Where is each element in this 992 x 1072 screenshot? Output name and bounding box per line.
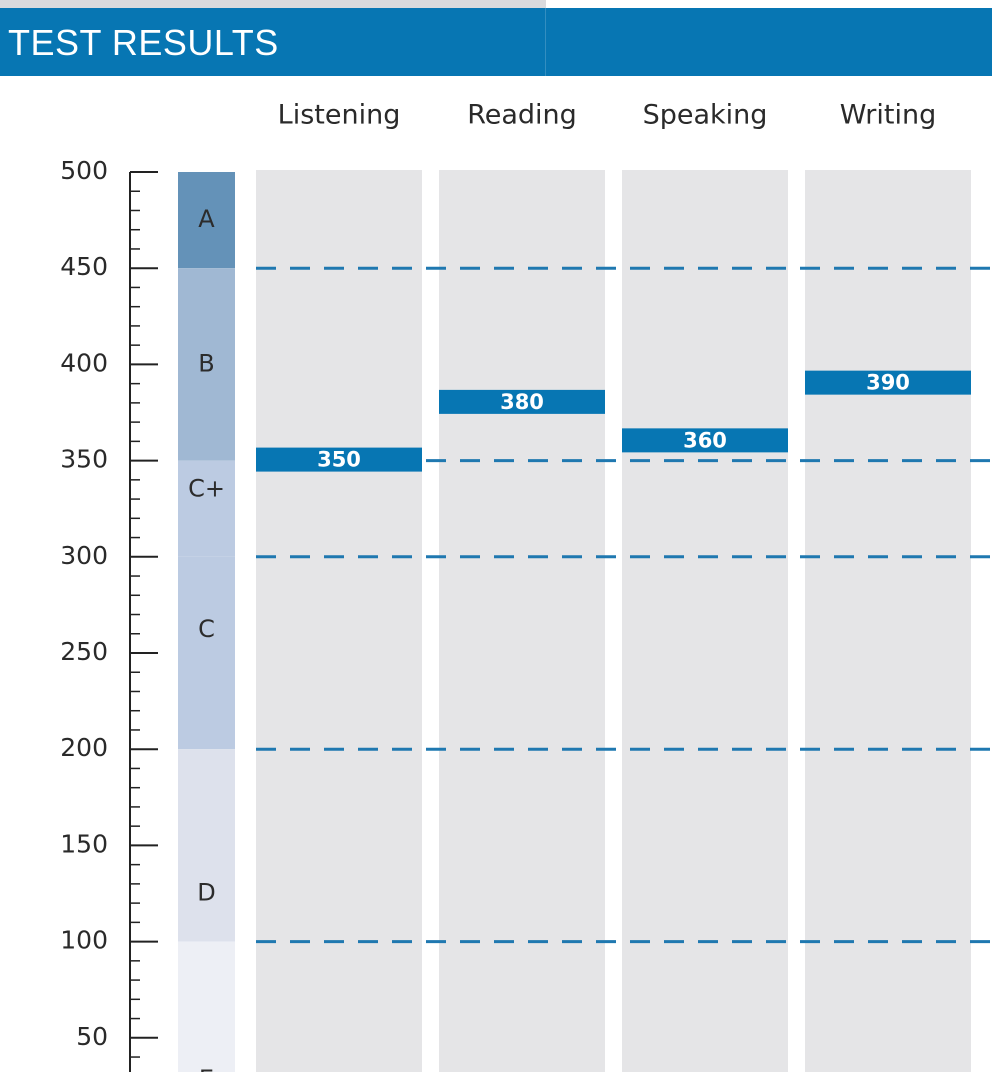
header-bar: TEST RESULTS [0, 8, 992, 76]
grade-band-a [178, 172, 235, 269]
score-label-reading: 380 [500, 390, 544, 414]
grade-band-d [178, 749, 235, 942]
column-bg-speaking [622, 170, 788, 1072]
column-bg-reading [439, 170, 605, 1072]
column-header-listening: Listening [278, 100, 401, 131]
y-tick-label-50: 50 [76, 1022, 108, 1051]
score-label-speaking: 360 [683, 428, 727, 452]
y-tick-label-400: 400 [60, 348, 108, 377]
top-strip [0, 0, 546, 8]
grade-label-b: B [198, 349, 214, 377]
grade-label-d: D [197, 879, 215, 907]
grade-band-e [178, 941, 235, 1072]
grade-label-cplus: C+ [188, 474, 225, 502]
column-header-speaking: Speaking [643, 100, 768, 131]
grade-band-b [178, 268, 235, 461]
grade-label-e: E [199, 1065, 214, 1072]
y-tick-label-150: 150 [60, 829, 108, 858]
y-tick-label-250: 250 [60, 637, 108, 666]
score-label-listening: 350 [317, 448, 361, 472]
test-results-chart: Listening Reading Speaking Writing A B C+ C D E 50… [0, 76, 992, 1072]
y-tick-label-350: 350 [60, 445, 108, 474]
y-tick-label-200: 200 [60, 733, 108, 762]
score-bar-reading [439, 389, 605, 414]
grade-band-c [178, 556, 235, 750]
y-tick-label-450: 450 [60, 252, 108, 281]
column-bg-listening [256, 170, 422, 1072]
chart-svg: Listening Reading Speaking Writing A B C+ C D E 50… [60, 100, 992, 1072]
score-bar-speaking [622, 428, 788, 453]
y-tick-label-100: 100 [60, 926, 108, 955]
grade-band-cplus [178, 460, 235, 557]
header-divider [545, 8, 546, 76]
grade-label-c: C [198, 615, 215, 643]
column-bg-writing [805, 170, 971, 1072]
y-tick-label-300: 300 [60, 541, 108, 570]
top-strip-right [546, 0, 992, 8]
score-bar-writing [805, 370, 971, 395]
page-title: TEST RESULTS [8, 22, 279, 63]
column-header-reading: Reading [467, 100, 577, 131]
column-header-writing: Writing [840, 100, 936, 131]
score-label-writing: 390 [866, 371, 910, 395]
score-bar-listening [256, 447, 422, 472]
y-tick-label-500: 500 [60, 156, 108, 185]
grade-label-a: A [198, 205, 215, 233]
